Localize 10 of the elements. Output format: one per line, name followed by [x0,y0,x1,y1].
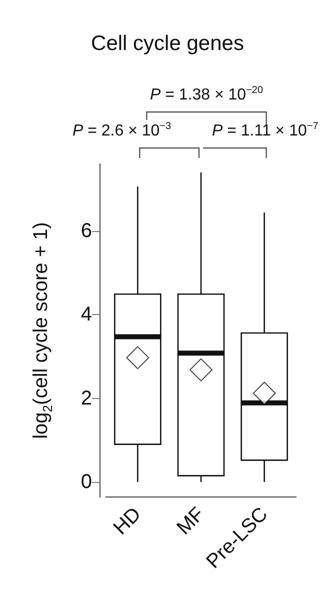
y-tick-label: 0 [80,470,92,493]
x-tick-label: HD [109,503,146,540]
text: P = 2.6 × 10$^{−3}$ [72,121,172,140]
x-tick-label: MF [172,503,209,540]
y-tick-label: 4 [80,304,92,326]
y-tick-label: 6 [80,220,92,242]
text: P = 1.11 × 10$^{−7}$ [212,121,318,140]
text: P = 1.38 × 10$^{−20}$ [150,85,264,104]
chart-title: Cell cycle genes [91,32,244,55]
y-tick-label: 2 [80,387,92,410]
